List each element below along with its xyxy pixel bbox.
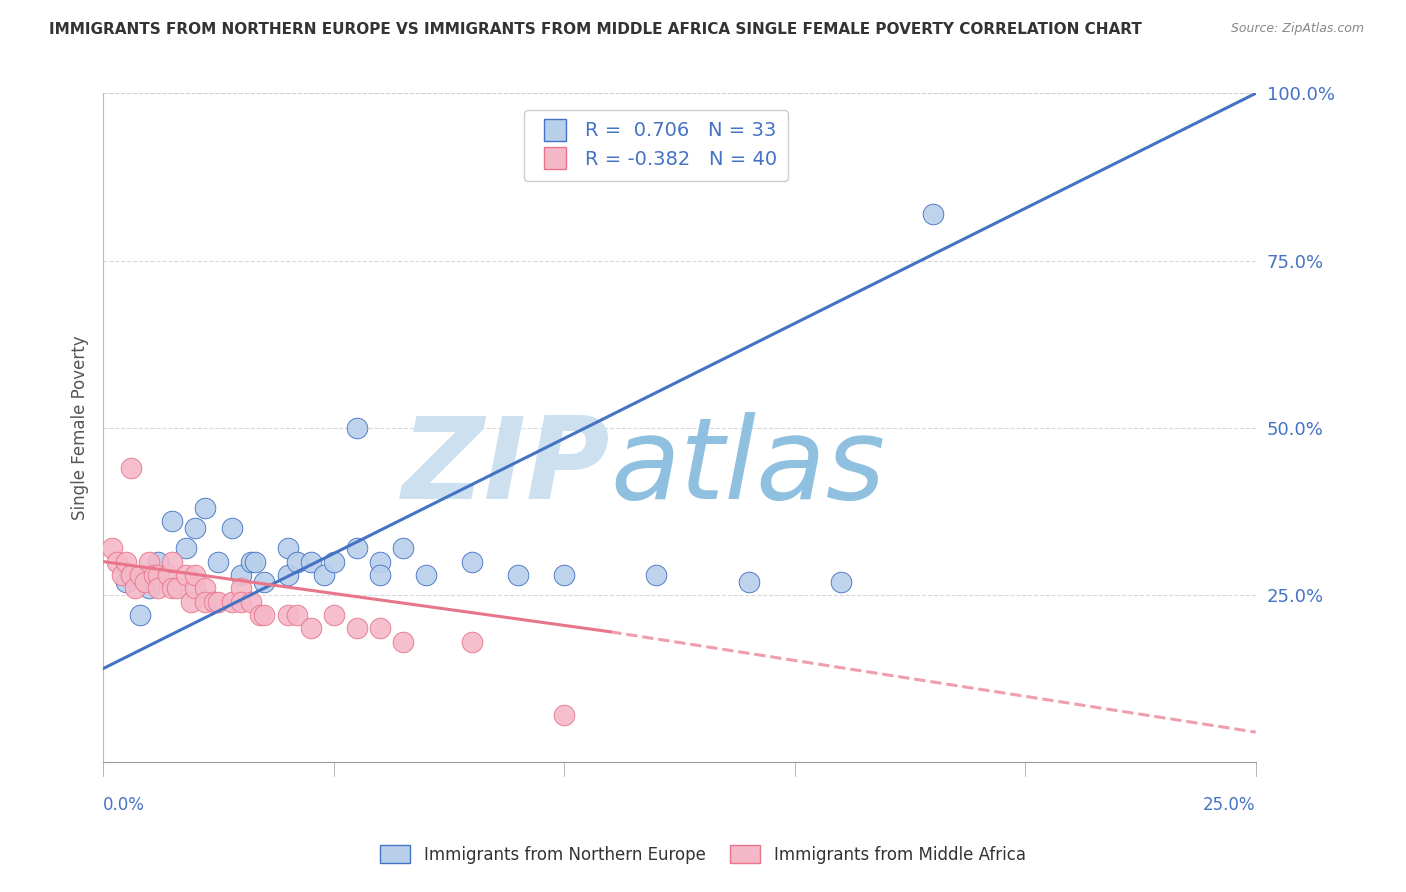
Point (314, 568, 336, 582)
Point (277, 608, 299, 623)
Point (202, 595, 225, 609)
Point (346, 622, 368, 636)
Point (120, 461, 142, 475)
Point (105, 555, 128, 569)
Point (231, 582, 253, 596)
Point (922, 207, 945, 221)
Point (148, 582, 170, 596)
Point (391, 635, 413, 649)
Point (249, 608, 271, 623)
Point (120, 568, 142, 582)
Text: 0.0%: 0.0% (103, 796, 145, 814)
Text: IMMIGRANTS FROM NORTHERN EUROPE VS IMMIGRANTS FROM MIDDLE AFRICA SINGLE FEMALE P: IMMIGRANTS FROM NORTHERN EUROPE VS IMMIG… (49, 22, 1142, 37)
Point (124, 582, 146, 596)
Point (193, 595, 215, 609)
Point (231, 568, 253, 582)
Point (184, 582, 207, 596)
Point (322, 555, 344, 569)
Point (162, 515, 184, 529)
Point (174, 568, 197, 582)
Text: atlas: atlas (610, 412, 886, 524)
Point (277, 541, 299, 556)
Point (134, 574, 156, 589)
Point (368, 555, 391, 569)
Point (180, 595, 202, 609)
Point (207, 595, 229, 609)
Point (239, 555, 262, 569)
Point (166, 582, 188, 596)
Point (148, 568, 170, 582)
Point (142, 568, 165, 582)
Point (148, 555, 170, 569)
Point (129, 608, 152, 623)
Point (231, 595, 253, 609)
Point (115, 555, 138, 569)
Point (156, 568, 179, 582)
Point (299, 555, 322, 569)
Point (253, 574, 276, 589)
Text: 25.0%: 25.0% (1204, 796, 1256, 814)
Point (553, 708, 575, 723)
Point (368, 622, 391, 636)
Legend: R =  0.706   N = 33, R = -0.382   N = 40: R = 0.706 N = 33, R = -0.382 N = 40 (524, 110, 789, 181)
Point (830, 574, 852, 589)
Point (368, 568, 391, 582)
Point (461, 555, 484, 569)
Point (346, 421, 368, 435)
Point (184, 521, 207, 535)
Point (506, 568, 529, 582)
Point (737, 574, 759, 589)
Point (285, 555, 308, 569)
Y-axis label: Single Female Poverty: Single Female Poverty (72, 335, 89, 520)
Point (299, 622, 322, 636)
Text: ZIP: ZIP (402, 412, 610, 524)
Point (207, 555, 229, 569)
Legend: Immigrants from Northern Europe, Immigrants from Middle Africa: Immigrants from Northern Europe, Immigra… (374, 838, 1032, 871)
Point (391, 541, 413, 556)
Point (193, 582, 215, 596)
Point (461, 635, 484, 649)
Point (162, 555, 184, 569)
Text: Source: ZipAtlas.com: Source: ZipAtlas.com (1230, 22, 1364, 36)
Point (138, 582, 160, 596)
Point (184, 568, 207, 582)
Point (245, 555, 267, 569)
Point (129, 568, 152, 582)
Point (101, 541, 124, 556)
Point (239, 595, 262, 609)
Point (415, 568, 437, 582)
Point (110, 568, 132, 582)
Point (221, 521, 243, 535)
Point (285, 608, 308, 623)
Point (277, 568, 299, 582)
Point (162, 582, 184, 596)
Point (138, 555, 160, 569)
Point (253, 608, 276, 623)
Point (115, 574, 138, 589)
Point (174, 541, 197, 556)
Point (553, 568, 575, 582)
Point (193, 501, 215, 516)
Point (346, 541, 368, 556)
Point (322, 608, 344, 623)
Point (645, 568, 668, 582)
Point (221, 595, 243, 609)
